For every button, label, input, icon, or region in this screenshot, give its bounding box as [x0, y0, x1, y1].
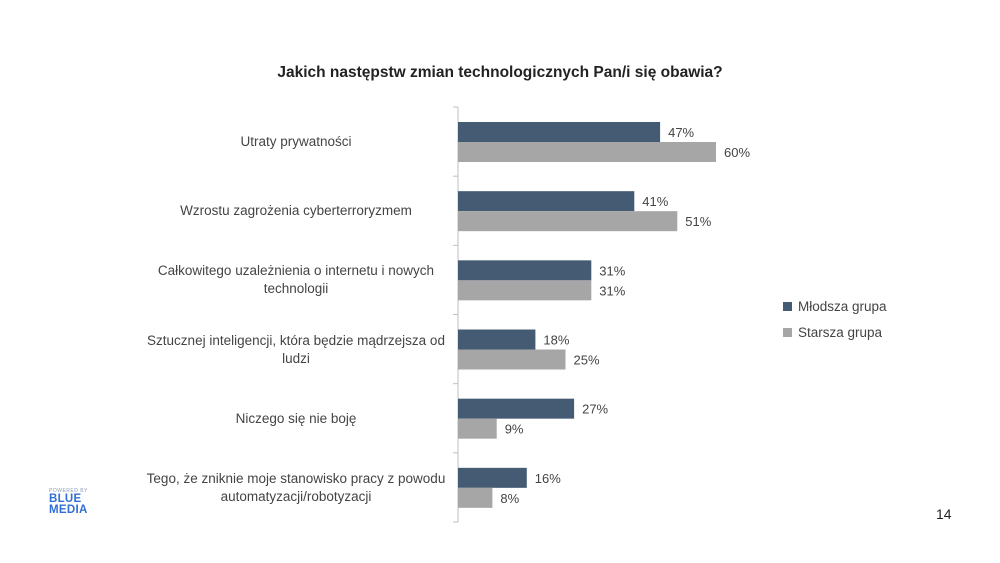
category-label: Tego, że zniknie moje stanowisko pracy z… [146, 470, 446, 504]
legend-swatch-mlodsza [783, 301, 792, 311]
data-label: 31% [599, 283, 625, 298]
category-label: Niczego się nie boję [235, 410, 357, 426]
legend: Młodsza grupa Starsza grupa [783, 293, 887, 345]
data-label: 8% [500, 491, 519, 506]
bar [458, 142, 716, 162]
bar [458, 418, 497, 439]
bar [458, 398, 575, 419]
legend-label-mlodsza: Młodsza grupa [798, 298, 887, 314]
data-label: 41% [642, 194, 668, 209]
bar [458, 487, 493, 508]
chart-title: Jakich następstw zmian technologicznych … [277, 64, 723, 81]
data-label: 47% [668, 125, 694, 140]
legend-item-starsza: Starsza grupa [783, 319, 887, 345]
bar [458, 467, 527, 488]
data-label: 31% [599, 263, 625, 278]
legend-item-mlodsza: Młodsza grupa [783, 293, 887, 319]
data-label: 18% [543, 333, 569, 348]
legend-label-starsza: Starsza grupa [798, 324, 883, 340]
bar [458, 349, 566, 370]
bar [458, 260, 592, 281]
data-label: 25% [574, 353, 600, 368]
category-label: Utraty prywatności [240, 134, 352, 149]
blue-media-logo: POWERED BY BLUE MEDIA [49, 488, 88, 516]
category-label: Sztucznej inteligencji, która będzie mąd… [147, 332, 445, 366]
data-label: 9% [505, 422, 524, 437]
page-number: 14 [936, 506, 952, 522]
data-label: 16% [535, 471, 561, 486]
category-label: Wzrostu zagrożenia cyberterroryzmem [180, 203, 412, 219]
logo-line-1: BLUE [49, 493, 82, 505]
logo-powered-by: POWERED BY [49, 488, 88, 494]
data-label: 51% [685, 214, 711, 229]
bar [458, 211, 678, 232]
bar [458, 122, 661, 142]
bar [458, 280, 592, 301]
logo-line-2: MEDIA [49, 504, 88, 516]
data-label: 27% [582, 402, 608, 417]
bar [458, 191, 635, 212]
legend-swatch-starsza [783, 327, 792, 337]
bar [458, 329, 536, 350]
data-label: 60% [724, 145, 750, 160]
category-label: Całkowitego uzależnienia o internetu i n… [157, 263, 435, 297]
